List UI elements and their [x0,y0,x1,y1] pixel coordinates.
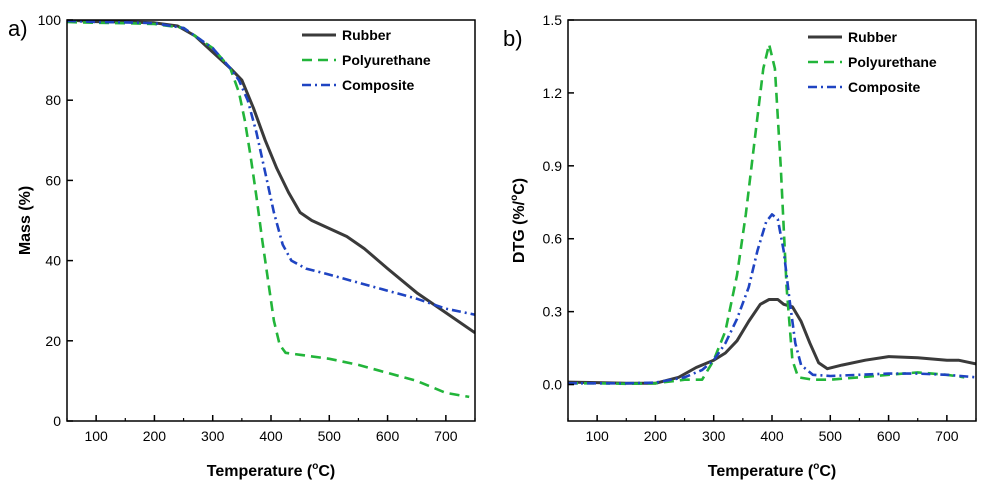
panel-b-x-tick-label-500: 500 [819,428,843,444]
panel-b-legend-label-composite: Composite [848,79,921,95]
panel-a-y-axis-title: Mass (%) [17,186,34,255]
panel-b-x-axis-title: Temperature (oC) [708,461,837,480]
panel-a-y-tick-label-1: 20 [45,333,61,349]
panel-b-y-tick-label-3: 0.9 [543,158,563,174]
panel-a-x-tick-label-200: 200 [143,428,167,444]
panel-a-y-tick-label-2: 40 [45,253,61,269]
panel-a-x-tick-label-300: 300 [201,428,225,444]
panel-a-y-tick-label-0: 0 [53,413,61,429]
panel-a-x-axis-title: Temperature (oC) [207,461,336,480]
panel-a-panel-label: a) [8,16,28,41]
panel-b-legend-label-rubber: Rubber [848,29,898,45]
panel-a-legend-label-rubber: Rubber [342,27,392,43]
panel-a-series-polyurethane-line [67,20,470,399]
panel-b-x-tick-label-300: 300 [702,428,726,444]
panel-a-legend-label-composite: Composite [342,77,415,93]
panel-b-y-tick-label-1: 0.3 [543,304,563,320]
panel-b-series-composite-line [568,213,976,385]
panel-a-x-tick-label-100: 100 [84,428,108,444]
panel-b-x-tick-label-100: 100 [585,428,609,444]
panel-a-series-composite-line [67,20,475,316]
panel-b-y-tick-label-5: 1.5 [543,12,563,28]
panel-b-x-tick-label-700: 700 [935,428,959,444]
panel-b-series-rubber-line [568,298,976,385]
panel-b-y-tick-label-2: 0.6 [543,231,563,247]
panel-a-y-tick-label-3: 60 [45,172,61,188]
panel-a-x-tick-label-400: 400 [259,428,283,444]
panel-a-x-tick-label-500: 500 [318,428,342,444]
panel-b-y-axis-title: DTG (%/oC) [509,178,528,263]
panel-b-series-polyurethane-line [568,43,965,386]
panel-b-y-tick-label-0: 0.0 [543,377,563,393]
panel-b-y-tick-label-4: 1.2 [543,85,563,101]
panel-b-x-tick-label-400: 400 [760,428,784,444]
panel-a-x-tick-label-700: 700 [434,428,458,444]
panel-a-x-tick-label-600: 600 [376,428,400,444]
panel-a-y-tick-label-4: 80 [45,92,61,108]
panel-b-x-tick-label-600: 600 [877,428,901,444]
panel-a-legend-label-polyurethane: Polyurethane [342,52,431,68]
panel-a-y-tick-label-5: 100 [38,12,62,28]
panel-b-panel-label: b) [503,26,523,51]
panel-b-legend-label-polyurethane: Polyurethane [848,54,937,70]
panel-b-x-tick-label-200: 200 [644,428,668,444]
